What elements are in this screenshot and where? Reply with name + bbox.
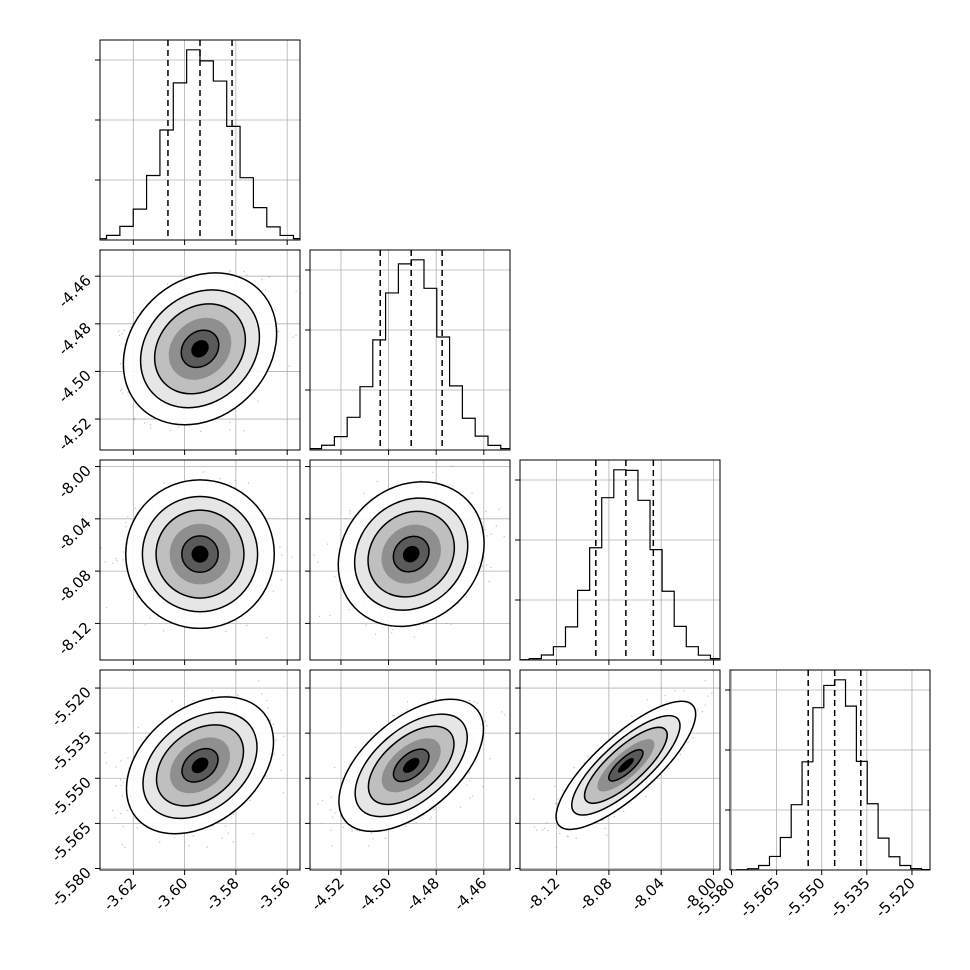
x-tick-label: -8.12: [523, 874, 563, 914]
contour-line: [338, 698, 485, 833]
panel-1-1: [305, 249, 511, 455]
x-tick-label: -4.46: [450, 874, 490, 914]
density-peak: [402, 757, 420, 773]
x-tick-label: -3.62: [100, 874, 140, 914]
contour-line: [571, 714, 681, 816]
panel-2-1: [305, 459, 511, 665]
panel-2-2: [515, 459, 721, 665]
y-tick-label: -4.52: [55, 414, 95, 454]
contour-line: [354, 713, 468, 818]
density-peak: [617, 758, 634, 773]
panel-frame: [309, 459, 511, 661]
y-tick-label: -8.12: [55, 618, 95, 658]
y-tick-label: -8.04: [55, 514, 95, 554]
panel-frame: [519, 669, 721, 871]
panel-frame: [99, 39, 301, 241]
contour-line: [125, 696, 275, 835]
contour-line: [555, 700, 697, 831]
contour-line: [139, 289, 261, 409]
y-tick-label: -4.48: [55, 319, 95, 359]
panel-frame: [309, 249, 511, 451]
x-tick-label: -5.550: [782, 874, 829, 921]
x-tick-label: -5.535: [827, 874, 874, 921]
panel-frame: [99, 669, 301, 871]
x-tick-label: -3.58: [203, 874, 243, 914]
panel-3-2: -8.12 -8.08 -8.04 -8.00: [515, 669, 721, 914]
panel-frame: [99, 249, 301, 451]
x-tick-label: -3.60: [151, 874, 191, 914]
contour-line: [392, 748, 430, 783]
panel-2-0: -8.12 -8.08 -8.04 -8.00: [55, 459, 301, 665]
contour-line: [122, 272, 278, 426]
density-peak: [191, 757, 209, 774]
contour-line: [392, 535, 430, 573]
x-tick-label: -4.52: [308, 874, 348, 914]
y-tick-label: -5.550: [48, 773, 95, 820]
contour-line: [181, 535, 219, 574]
x-tick-label: -8.04: [628, 874, 668, 914]
contour-line: [181, 747, 219, 783]
panel-0-0: [95, 39, 301, 245]
contour-line: [608, 748, 644, 782]
x-tick-label: -5.520: [872, 874, 919, 921]
y-tick-label: -4.50: [55, 367, 95, 407]
contour-line: [337, 481, 485, 628]
panel-3-3: -5.580-5.565-5.550-5.535-5.520: [691, 669, 931, 921]
x-tick-label: -4.50: [355, 874, 395, 914]
contour-line: [153, 303, 247, 395]
y-tick-label: -5.520: [48, 683, 95, 730]
y-tick-label: -5.535: [48, 728, 95, 775]
contour-line: [155, 509, 245, 599]
x-tick-label: -5.565: [737, 874, 784, 921]
panel-frame: [729, 669, 931, 871]
contour-line: [124, 479, 276, 630]
y-tick-label: -4.46: [55, 271, 95, 311]
y-tick-label: -5.580: [48, 864, 95, 911]
x-tick-label: -8.08: [576, 874, 616, 914]
contour-line: [367, 725, 455, 806]
density-peak: [402, 545, 420, 563]
y-tick-label: -8.08: [55, 566, 95, 606]
y-tick-label: -8.00: [55, 462, 95, 502]
contour-line: [141, 495, 259, 613]
density-peak: [191, 340, 209, 358]
panel-3-1: -4.52 -4.50 -4.48 -4.46: [305, 669, 511, 914]
contour-line: [155, 724, 245, 807]
contour-line: [142, 711, 258, 820]
contour-line: [367, 510, 456, 598]
x-tick-label: -3.56: [254, 874, 294, 914]
panel-frame: [519, 459, 721, 661]
density-peak: [191, 545, 209, 563]
contour-line: [180, 329, 220, 369]
panel-1-0: -4.52 -4.50 -4.48 -4.46: [55, 249, 301, 455]
contour-line: [353, 497, 469, 611]
x-tick-label: -4.48: [403, 874, 443, 914]
contour-line: [583, 726, 668, 805]
panel-frame: [99, 459, 301, 661]
panel-3-0: -5.580-5.565-5.550-5.535-5.520 -3.62 -3.60…: [48, 669, 301, 914]
panel-frame: [309, 669, 511, 871]
y-tick-label: -5.565: [48, 818, 95, 865]
